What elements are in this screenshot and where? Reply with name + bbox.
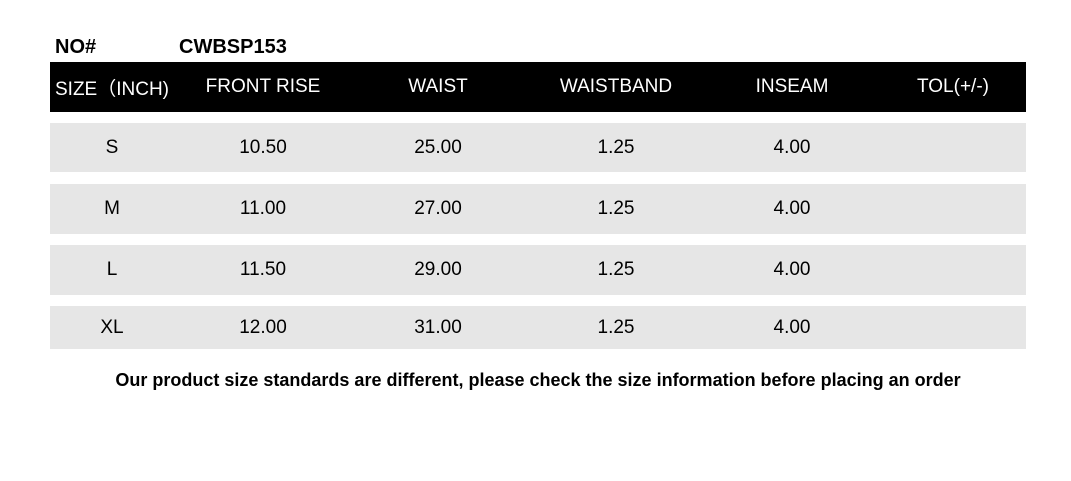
- table-cell: 11.50: [239, 259, 287, 280]
- table-cell: 4.00: [773, 198, 811, 219]
- table-cell: 12.00: [239, 316, 287, 338]
- table-cell: 11.00: [239, 198, 287, 219]
- table-cell: 4.00: [773, 316, 811, 338]
- table-row: L 11.50 29.00 1.25 4.00: [50, 245, 1026, 295]
- table-cell: 4.00: [773, 136, 811, 158]
- table-cell: M: [104, 198, 120, 219]
- table-cell: L: [106, 259, 118, 280]
- table-cell: S: [105, 136, 119, 158]
- table-cell: 25.00: [414, 136, 462, 158]
- table-cell: 29.00: [414, 259, 462, 280]
- column-header: WAISTBAND: [559, 76, 673, 97]
- table-row: S 10.50 25.00 1.25 4.00: [50, 123, 1026, 172]
- table-cell: XL: [100, 316, 124, 338]
- table-cell: 4.00: [773, 259, 811, 280]
- column-header: INSEAM: [755, 76, 829, 97]
- table-cell: 1.25: [597, 198, 635, 219]
- table-cell: 31.00: [414, 316, 462, 338]
- table-row: XL 12.00 31.00 1.25 4.00: [50, 306, 1026, 349]
- table-cell: 10.50: [239, 136, 287, 158]
- column-header: TOL(+/-): [917, 76, 989, 97]
- table-cell: 1.25: [597, 316, 635, 338]
- table-cell: 27.00: [414, 198, 462, 219]
- size-note: Our product size standards are different…: [115, 370, 961, 390]
- product-number-label: NO#: [55, 36, 97, 58]
- column-header: WAIST: [408, 76, 468, 97]
- product-number-value: CWBSP153: [179, 36, 287, 58]
- table-cell: 1.25: [597, 136, 635, 158]
- table-header: SIZE（INCH) FRONT RISE WAIST WAISTBAND INSEAM…: [50, 62, 1026, 112]
- column-header: SIZE（INCH): [54, 78, 170, 100]
- column-header: FRONT RISE: [205, 76, 321, 97]
- table-row: M 11.00 27.00 1.25 4.00: [50, 184, 1026, 234]
- table-cell: 1.25: [597, 259, 635, 280]
